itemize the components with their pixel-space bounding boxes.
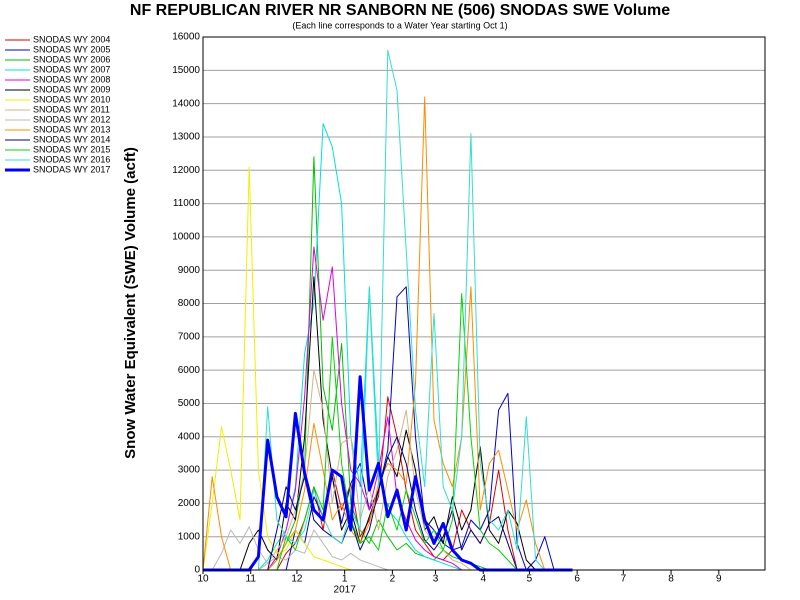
- legend-label: SNODAS WY 2010: [33, 94, 110, 104]
- chart-subtitle: (Each line corresponds to a Water Year s…: [292, 20, 507, 30]
- legend-label: SNODAS WY 2005: [33, 44, 110, 54]
- legend-label: SNODAS WY 2013: [33, 124, 110, 134]
- y-tick-label: 5000: [178, 398, 201, 409]
- y-tick-label: 12000: [172, 165, 200, 176]
- y-tick-label: 10000: [172, 232, 200, 243]
- legend-label: SNODAS WY 2007: [33, 64, 110, 74]
- series-line: [203, 246, 573, 571]
- y-tick-label: 0: [194, 565, 200, 576]
- plot-lines: [202, 49, 573, 572]
- y-tick-label: 9000: [178, 265, 201, 276]
- x-tick-label: 9: [716, 574, 722, 585]
- legend-label: SNODAS WY 2017: [33, 164, 110, 174]
- x-tick-label: 8: [668, 574, 674, 585]
- chart-title: NF REPUBLICAN RIVER NR SANBORN NE (506) …: [130, 2, 670, 19]
- y-tick-label: 13000: [172, 132, 200, 143]
- x-tick-label: 10: [197, 574, 209, 585]
- series-line: [203, 286, 573, 571]
- series-line: [203, 276, 573, 571]
- y-tick-label: 4000: [178, 431, 201, 442]
- x-tick-label: 4: [480, 574, 486, 585]
- y-tick-label: 16000: [172, 32, 200, 43]
- legend-label: SNODAS WY 2015: [33, 144, 110, 154]
- legend-label: SNODAS WY 2016: [33, 154, 110, 164]
- y-tick-label: 15000: [172, 65, 200, 76]
- y-tick-label: 2000: [178, 498, 201, 509]
- x-tick-label: 2: [390, 574, 396, 585]
- y-tick-label: 11000: [173, 198, 201, 209]
- x-tick-label: 5: [527, 574, 533, 585]
- legend-label: SNODAS WY 2008: [33, 74, 110, 84]
- y-axis-label: Snow Water Equivalent (SWE) Volume (acft…: [122, 147, 139, 459]
- x-tick-label: 1: [342, 574, 348, 585]
- y-tick-label: 14000: [172, 98, 200, 109]
- plot-frame: [202, 36, 766, 571]
- y-tick-label: 1000: [178, 531, 201, 542]
- x-tick-label: 12: [291, 574, 303, 585]
- y-tick-label: 6000: [178, 365, 201, 376]
- legend-label: SNODAS WY 2009: [33, 84, 110, 94]
- y-tick-label: 3000: [178, 465, 201, 476]
- y-tick-label: 8000: [178, 298, 201, 309]
- legend-label: SNODAS WY 2011: [33, 104, 110, 114]
- x-tick-label: 7: [621, 574, 627, 585]
- legend-label: SNODAS WY 2014: [33, 134, 110, 144]
- x-year-label: 2017: [334, 585, 357, 596]
- x-tick-label: 11: [246, 574, 257, 585]
- legend-label: SNODAS WY 2006: [33, 54, 110, 64]
- series-line: [203, 49, 573, 571]
- x-tick-label: 3: [433, 574, 439, 585]
- legend-label: SNODAS WY 2004: [33, 34, 110, 44]
- y-tick-label: 7000: [178, 331, 201, 342]
- legend-label: SNODAS WY 2012: [33, 114, 110, 124]
- x-tick-label: 6: [574, 574, 580, 585]
- series-line: [202, 96, 573, 571]
